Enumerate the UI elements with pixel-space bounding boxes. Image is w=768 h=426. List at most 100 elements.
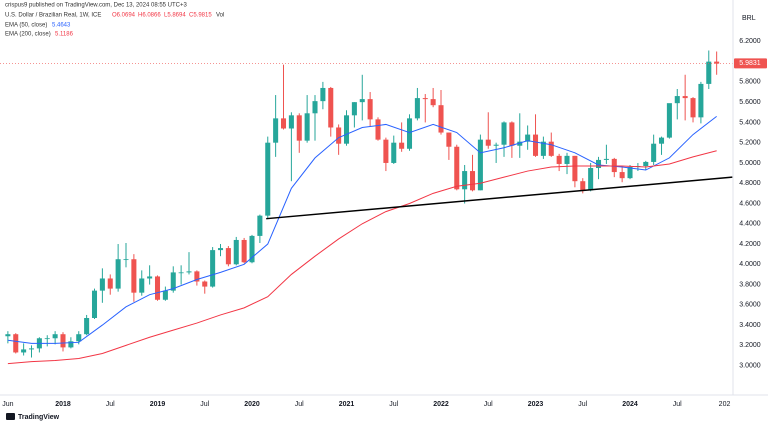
candle-body (611, 158, 617, 173)
candle-body (375, 119, 381, 140)
y-tick-label: 3.4000 (739, 322, 761, 329)
candle-body (572, 155, 578, 182)
candle-body (517, 141, 523, 146)
candle-body (76, 334, 82, 342)
x-tick-label: 202 (719, 401, 731, 408)
candle-body (501, 122, 507, 145)
candle-body (233, 239, 239, 265)
candle-body (21, 349, 27, 353)
candle-body (257, 215, 263, 236)
x-tick-label: 2023 (528, 401, 544, 408)
candle-body (596, 159, 602, 169)
legend-label: EMA (50, close) (5, 23, 47, 29)
x-tick-label: 2020 (244, 401, 260, 408)
candle-body (84, 317, 90, 335)
published-note: crispus9 published on TradingView.com, D… (5, 3, 187, 9)
candle-body (202, 281, 208, 287)
candle-body (265, 142, 271, 216)
candle-body (13, 334, 19, 353)
candle-body (343, 115, 350, 144)
candle-body (147, 276, 153, 279)
candle-body (525, 134, 531, 142)
price-tag-label: 5.9831 (739, 60, 761, 67)
ohlc-low: L5.8694 (164, 13, 186, 19)
trend-line (266, 176, 733, 220)
brand-logo: TradingView (6, 413, 60, 421)
candle-body (249, 235, 255, 263)
candle-body (469, 171, 476, 191)
x-tick-label: Jul (673, 401, 682, 408)
x-tick-label: Jun (2, 401, 13, 408)
candle-body (288, 115, 294, 129)
candle-body (477, 139, 483, 191)
candle-body (627, 167, 633, 179)
candle-body (619, 172, 625, 179)
candle-body (446, 132, 452, 147)
candle-body (556, 155, 562, 164)
y-tick-label: 3.0000 (739, 362, 761, 369)
candle-body (509, 122, 515, 146)
x-tick-label: 2024 (622, 401, 638, 408)
x-tick-label: 2022 (433, 401, 449, 408)
candle-body (406, 118, 413, 149)
y-tick-label: 5.6000 (739, 99, 761, 106)
candle-body (68, 341, 74, 348)
candle-body (462, 171, 468, 190)
legend-value: 5.1186 (55, 32, 74, 38)
candle-body (580, 181, 586, 191)
candle-body (320, 87, 326, 102)
candle-body (399, 142, 405, 149)
brand-name: TradingView (18, 414, 60, 421)
candle-body (666, 103, 672, 138)
y-tick-label: 3.6000 (739, 302, 761, 309)
y-tick-label: 4.2000 (739, 241, 761, 248)
candle-body (107, 278, 113, 289)
candle-body (60, 334, 66, 348)
price-tag (734, 58, 767, 69)
x-tick-label: Jul (484, 401, 493, 408)
candle-body (115, 259, 121, 289)
y-tick-label: 5.0000 (739, 160, 761, 167)
candle-body (296, 115, 302, 141)
candle-body (162, 290, 168, 300)
candle-body (328, 87, 334, 128)
candle-body (304, 113, 310, 141)
x-tick-label: Jul (389, 401, 398, 408)
y-tick-label: 5.4000 (739, 119, 761, 126)
candle-body (186, 271, 192, 273)
candle-body (210, 250, 216, 287)
candle-body (414, 98, 420, 119)
candle-body (383, 139, 389, 163)
candle-body (5, 334, 11, 337)
y-tick-label: 3.2000 (739, 342, 761, 349)
x-tick-label: 2021 (339, 401, 355, 408)
ohlc-close: C5.9815 (189, 13, 212, 19)
candle-body (422, 98, 428, 100)
brand-icon (6, 413, 15, 420)
candle-body (391, 142, 397, 163)
ohlc-open: O6.0694 (112, 13, 136, 19)
y-tick-label: 5.8000 (739, 79, 761, 86)
candle-body (273, 118, 279, 143)
candle-body (454, 146, 460, 190)
candle-body (682, 96, 688, 99)
x-tick-label: Jul (295, 401, 304, 408)
candle-body (91, 290, 98, 318)
y-tick-label: 4.0000 (739, 261, 761, 268)
x-tick-label: Jul (106, 401, 115, 408)
candle-body (651, 143, 657, 162)
candle-body (588, 168, 594, 191)
candle-body (532, 134, 539, 156)
y-tick-label: 4.6000 (739, 200, 761, 207)
candle-body (438, 105, 444, 133)
candle-body (706, 61, 712, 84)
candle-body (154, 276, 161, 300)
candle-body (280, 118, 287, 129)
candle-body (241, 239, 247, 263)
candle-body (225, 248, 231, 265)
candle-body (367, 99, 373, 120)
x-tick-label: 2019 (150, 401, 166, 408)
legend-label: EMA (200, close) (5, 32, 51, 38)
x-tick-label: 2018 (55, 401, 71, 408)
